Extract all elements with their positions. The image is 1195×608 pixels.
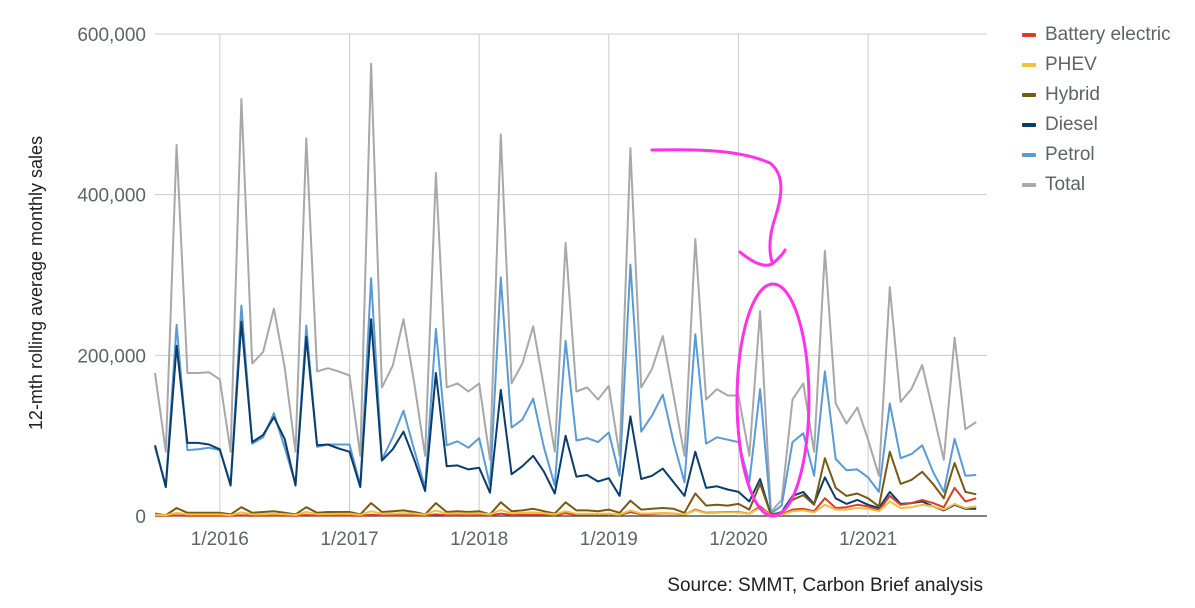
- legend-label: Battery electric: [1045, 24, 1171, 45]
- legend-swatch: [1022, 123, 1036, 127]
- x-axis-ticks: 1/2016 1/2017 1/2018 1/2019 1/2020 1/2021: [191, 529, 897, 550]
- annotation-ellipse: [735, 282, 811, 518]
- x-tick-label: 1/2021: [839, 529, 897, 550]
- legend-swatch: [1022, 93, 1036, 97]
- x-tick-label: 1/2017: [320, 529, 378, 550]
- legend-item-phev: PHEV: [1022, 50, 1171, 80]
- y-axis-ticks: 0 200,000 400,000 600,000: [77, 25, 146, 528]
- series-line-total: [154, 62, 977, 513]
- gridlines: [155, 33, 987, 517]
- y-tick-label: 400,000: [77, 186, 146, 207]
- legend-item-petrol: Petrol: [1022, 140, 1171, 170]
- y-tick-label: 600,000: [77, 25, 146, 46]
- source-note: Source: SMMT, Carbon Brief analysis: [667, 575, 983, 596]
- legend-label: PHEV: [1045, 54, 1097, 75]
- x-tick-label: 1/2019: [580, 529, 638, 550]
- y-tick-label: 200,000: [77, 346, 146, 367]
- y-axis-label: 12-mth rolling average monthly sales: [26, 136, 46, 430]
- annotation-arrow: [650, 148, 787, 267]
- series-line-petrol: [154, 263, 977, 515]
- legend-label: Diesel: [1045, 114, 1098, 135]
- x-tick-label: 1/2018: [450, 529, 508, 550]
- series-lines: [154, 62, 977, 517]
- legend-item-diesel: Diesel: [1022, 110, 1171, 140]
- legend-label: Petrol: [1045, 144, 1095, 165]
- legend-item-hybrid: Hybrid: [1022, 80, 1171, 110]
- legend-item-total: Total: [1022, 170, 1171, 200]
- x-tick-label: 1/2020: [709, 529, 767, 550]
- legend-swatch: [1022, 33, 1036, 37]
- y-tick-label: 0: [135, 507, 146, 528]
- legend-label: Hybrid: [1045, 84, 1100, 105]
- series-line-phev: [154, 500, 977, 517]
- legend-swatch: [1022, 183, 1036, 187]
- legend-swatch: [1022, 63, 1036, 67]
- series-line-diesel: [154, 318, 977, 517]
- legend-swatch: [1022, 153, 1036, 157]
- legend-label: Total: [1045, 174, 1086, 195]
- annotations: [650, 148, 811, 518]
- legend-item-battery-electric: Battery electric: [1022, 20, 1171, 50]
- legend: Battery electric PHEV Hybrid Diesel Petrol To…: [1022, 20, 1171, 200]
- x-tick-label: 1/2016: [191, 529, 249, 550]
